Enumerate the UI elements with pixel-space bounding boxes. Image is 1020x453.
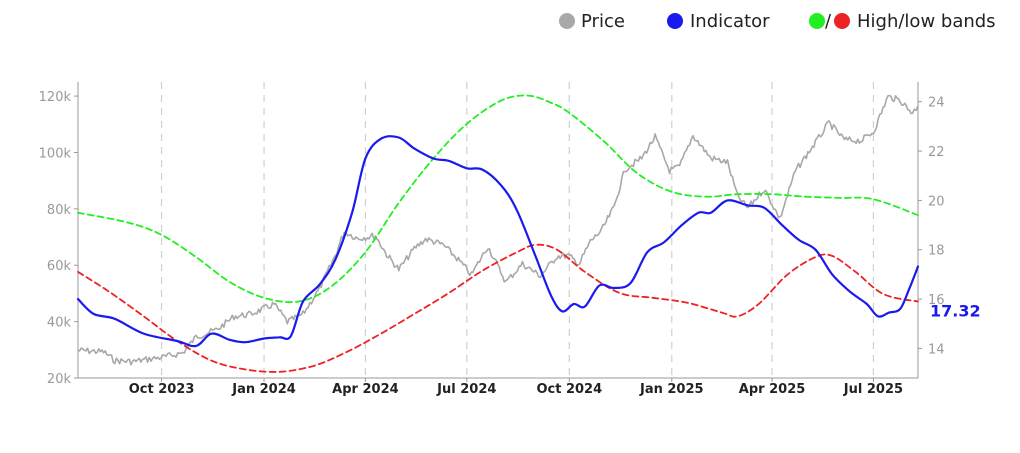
left-tick-label: 100k <box>39 146 72 161</box>
right-tick-label: 14 <box>928 342 945 357</box>
x-tick-label: Jan 2024 <box>231 382 296 397</box>
plot-area <box>76 94 920 373</box>
x-tick-label: Oct 2023 <box>129 382 195 397</box>
right-tick-label: 16 <box>928 293 945 308</box>
right-tick-label: 20 <box>928 194 945 209</box>
legend-indicator-label: Indicator <box>690 11 770 32</box>
right-tick-label: 18 <box>928 244 945 259</box>
grid <box>160 82 875 378</box>
legend-item-indicator[interactable]: Indicator <box>667 11 770 32</box>
legend-low-band-marker <box>834 13 850 29</box>
low-band-series-line <box>77 243 919 373</box>
legend-item-price[interactable]: Price <box>559 11 625 32</box>
high-band-series-line <box>77 94 919 304</box>
x-tick-label: Jul 2025 <box>843 382 903 397</box>
left-tick-label: 80k <box>47 203 72 218</box>
indicator-series-line <box>76 135 920 348</box>
axes <box>74 82 922 382</box>
x-tick-label: Apr 2025 <box>739 382 806 397</box>
legend-price-marker <box>559 13 575 29</box>
legend: Price Indicator / High/low bands <box>559 11 996 32</box>
x-tick-label: Jan 2025 <box>639 382 704 397</box>
price-series-line <box>77 94 919 366</box>
right-tick-label: 22 <box>928 145 945 160</box>
left-tick-label: 120k <box>39 90 72 105</box>
legend-price-label: Price <box>581 11 625 32</box>
legend-item-bands[interactable]: / High/low bands <box>809 11 996 32</box>
x-tick-label: Apr 2024 <box>332 382 399 397</box>
left-tick-label: 60k <box>47 259 72 274</box>
left-tick-label: 20k <box>47 372 72 387</box>
x-tick-label: Jul 2024 <box>436 382 496 397</box>
indicator-last-value-label: 17.32 <box>930 302 981 321</box>
right-tick-label: 24 <box>928 96 945 111</box>
legend-high-band-marker <box>809 13 825 29</box>
legend-bands-separator: / <box>825 11 832 32</box>
legend-bands-label: High/low bands <box>857 11 996 32</box>
left-tick-label: 40k <box>47 316 72 331</box>
legend-indicator-marker <box>667 13 683 29</box>
x-tick-label: Oct 2024 <box>536 382 602 397</box>
labels: Oct 2023 Jan 2024 Apr 2024 Jul 2024 Oct 2024… <box>39 90 981 397</box>
